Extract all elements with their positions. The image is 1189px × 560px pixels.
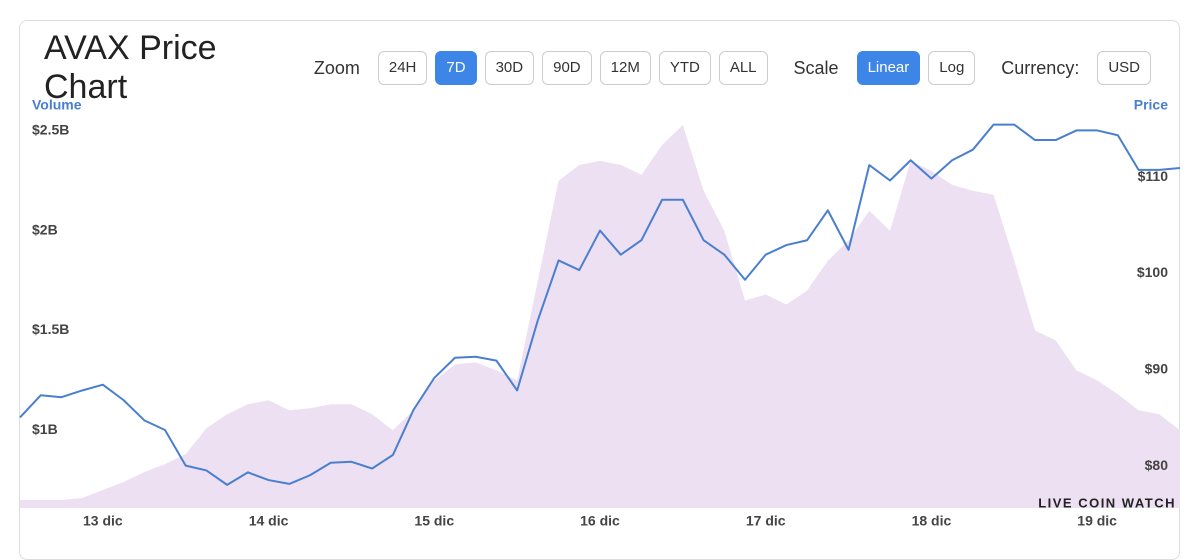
currency-label: Currency: xyxy=(1001,57,1080,78)
zoom-button[interactable]: 24H xyxy=(377,51,428,85)
x-tick-label: 17 dic xyxy=(746,513,786,529)
y-tick-label: $1B xyxy=(32,421,58,437)
watermark: LIVE COIN WATCH xyxy=(1038,495,1176,510)
price-line xyxy=(19,123,1181,486)
scale-button[interactable]: Log xyxy=(928,51,976,85)
x-tick-label: 16 dic xyxy=(580,513,620,529)
x-tick-label: 13 dic xyxy=(83,513,123,529)
scale-label: Scale xyxy=(793,57,839,78)
y-tick-label: $2B xyxy=(32,221,58,237)
zoom-button[interactable]: 7D xyxy=(435,51,477,85)
y2-tick-label: $110 xyxy=(1138,168,1169,184)
zoom-button[interactable]: 90D xyxy=(542,51,592,85)
zoom-label: Zoom xyxy=(313,57,360,78)
zoom-button[interactable]: 30D xyxy=(484,51,535,85)
y2-tick-label: $80 xyxy=(1145,457,1169,473)
y-axis-title: Volume xyxy=(32,97,82,113)
y-tick-label: $1.5B xyxy=(32,321,69,337)
currency-button[interactable]: USD xyxy=(1097,51,1151,85)
zoom-button[interactable]: 12M xyxy=(599,51,651,85)
x-tick-label: 19 dic xyxy=(1077,513,1117,529)
volume-area xyxy=(20,124,1180,509)
y-tick-label: $2.5B xyxy=(32,122,69,138)
zoom-button[interactable]: ALL xyxy=(718,51,768,85)
header: AVAX Price Chart Zoom 24H 7D 30D 90D 12M YTD A… xyxy=(44,29,1159,106)
y2-tick-label: $90 xyxy=(1145,361,1169,377)
chart-title: AVAX Price Chart xyxy=(44,29,217,106)
x-tick-label: 15 dic xyxy=(414,513,454,529)
zoom-button[interactable]: YTD xyxy=(658,51,711,85)
zoom-group: 24H 7D 30D 90D 12M YTD ALL xyxy=(377,51,776,85)
x-tick-label: 18 dic xyxy=(912,513,952,529)
y2-tick-label: $100 xyxy=(1137,264,1168,280)
x-tick-label: 14 dic xyxy=(249,513,289,529)
scale-group: Linear Log xyxy=(856,51,984,85)
y2-axis-title: Price xyxy=(1134,97,1168,113)
scale-button[interactable]: Linear xyxy=(856,51,921,85)
